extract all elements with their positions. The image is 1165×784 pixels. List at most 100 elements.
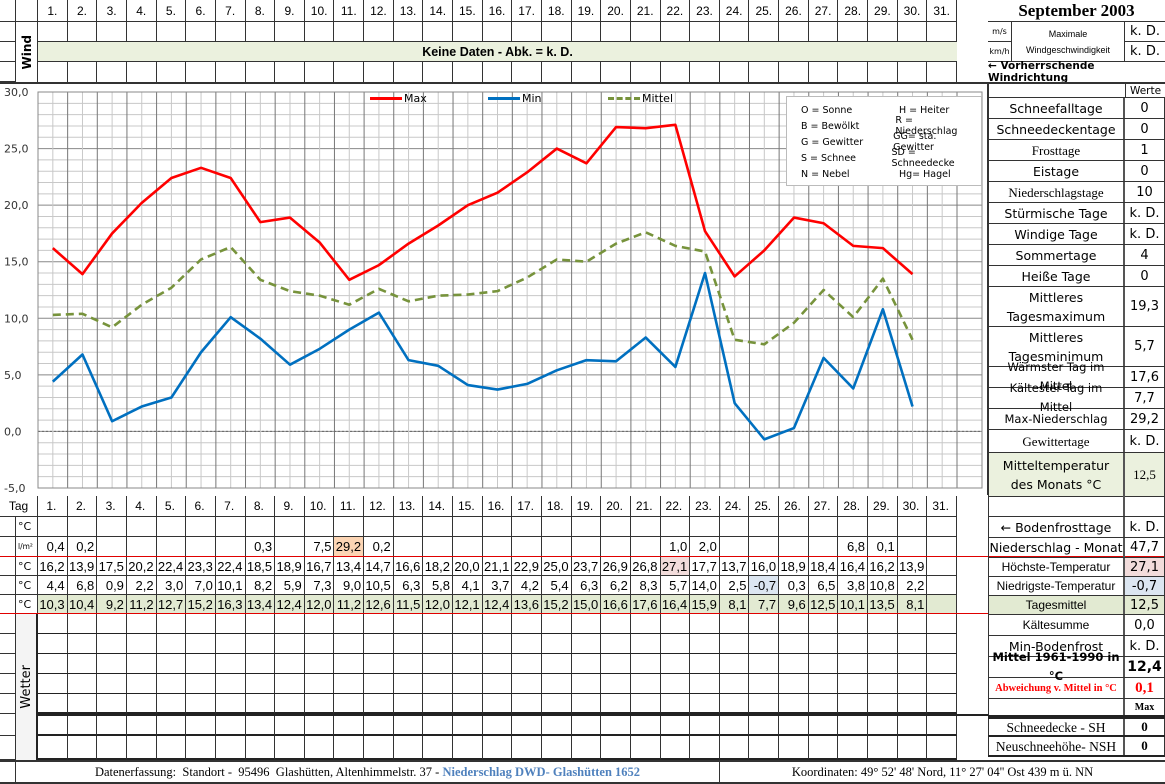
weather-cell[interactable]: [601, 614, 631, 634]
weather-cell[interactable]: [690, 654, 720, 674]
weather-cell[interactable]: [661, 654, 691, 674]
weather-cell[interactable]: [216, 694, 246, 714]
weather-cell[interactable]: [661, 614, 691, 634]
weather-cell[interactable]: [868, 674, 898, 694]
weather-cell[interactable]: [927, 714, 957, 736]
data-cell[interactable]: 6,2: [601, 576, 631, 595]
weather-cell[interactable]: [246, 736, 276, 760]
weather-cell[interactable]: [38, 634, 68, 654]
weather-cell[interactable]: [838, 654, 868, 674]
data-cell[interactable]: [483, 517, 513, 537]
weather-cell[interactable]: [809, 654, 839, 674]
data-cell[interactable]: 8,1: [898, 595, 928, 614]
wind-cell[interactable]: [749, 22, 779, 42]
weather-cell[interactable]: [601, 654, 631, 674]
weather-cell[interactable]: [423, 714, 453, 736]
data-cell[interactable]: 0,3: [779, 576, 809, 595]
wind-cell[interactable]: [483, 62, 513, 82]
data-cell[interactable]: [868, 517, 898, 537]
data-cell[interactable]: [927, 595, 957, 614]
weather-cell[interactable]: [394, 736, 424, 760]
data-cell[interactable]: 18,5: [246, 557, 276, 576]
weather-cell[interactable]: [779, 694, 809, 714]
weather-cell[interactable]: [809, 614, 839, 634]
weather-cell[interactable]: [779, 674, 809, 694]
wind-cell[interactable]: [661, 62, 691, 82]
data-cell[interactable]: 7,5: [305, 537, 335, 557]
wind-cell[interactable]: [720, 22, 750, 42]
data-cell[interactable]: 22,9: [512, 557, 542, 576]
weather-cell[interactable]: [720, 654, 750, 674]
weather-cell[interactable]: [275, 614, 305, 634]
weather-cell[interactable]: [720, 674, 750, 694]
weather-cell[interactable]: [453, 654, 483, 674]
weather-cell[interactable]: [423, 674, 453, 694]
weather-cell[interactable]: [809, 674, 839, 694]
weather-cell[interactable]: [749, 634, 779, 654]
weather-cell[interactable]: [868, 654, 898, 674]
data-cell[interactable]: [157, 537, 187, 557]
weather-cell[interactable]: [572, 694, 602, 714]
weather-cell[interactable]: [127, 654, 157, 674]
weather-cell[interactable]: [898, 654, 928, 674]
data-cell[interactable]: 10,4: [68, 595, 98, 614]
data-cell[interactable]: 5,9: [275, 576, 305, 595]
data-cell[interactable]: [97, 537, 127, 557]
weather-cell[interactable]: [868, 736, 898, 760]
weather-cell[interactable]: [186, 694, 216, 714]
weather-cell[interactable]: [38, 714, 68, 736]
weather-cell[interactable]: [779, 736, 809, 760]
weather-cell[interactable]: [423, 736, 453, 760]
data-cell[interactable]: -0,7: [749, 576, 779, 595]
weather-cell[interactable]: [838, 694, 868, 714]
wind-cell[interactable]: [275, 62, 305, 82]
weather-cell[interactable]: [127, 694, 157, 714]
weather-cell[interactable]: [512, 674, 542, 694]
wind-cell[interactable]: [601, 62, 631, 82]
wind-cell[interactable]: [661, 22, 691, 42]
weather-cell[interactable]: [334, 694, 364, 714]
weather-cell[interactable]: [394, 634, 424, 654]
weather-cell[interactable]: [394, 674, 424, 694]
data-cell[interactable]: 12,5: [809, 595, 839, 614]
weather-cell[interactable]: [275, 674, 305, 694]
data-cell[interactable]: 16,4: [661, 595, 691, 614]
data-cell[interactable]: 23,7: [572, 557, 602, 576]
data-cell[interactable]: 14,7: [364, 557, 394, 576]
data-cell[interactable]: 10,8: [868, 576, 898, 595]
data-cell[interactable]: 9,0: [334, 576, 364, 595]
weather-cell[interactable]: [779, 634, 809, 654]
data-cell[interactable]: [334, 517, 364, 537]
data-cell[interactable]: [423, 537, 453, 557]
weather-cell[interactable]: [423, 694, 453, 714]
wind-cell[interactable]: [838, 22, 868, 42]
wind-cell[interactable]: [690, 22, 720, 42]
data-cell[interactable]: 12,4: [483, 595, 513, 614]
weather-cell[interactable]: [898, 614, 928, 634]
weather-cell[interactable]: [275, 736, 305, 760]
weather-cell[interactable]: [749, 614, 779, 634]
data-cell[interactable]: [898, 517, 928, 537]
wind-cell[interactable]: [38, 22, 68, 42]
data-cell[interactable]: 18,2: [423, 557, 453, 576]
wind-cell[interactable]: [927, 22, 957, 42]
data-cell[interactable]: 5,7: [661, 576, 691, 595]
weather-cell[interactable]: [572, 736, 602, 760]
wind-cell[interactable]: [542, 22, 572, 42]
weather-cell[interactable]: [305, 654, 335, 674]
data-cell[interactable]: [927, 517, 957, 537]
weather-cell[interactable]: [394, 714, 424, 736]
weather-cell[interactable]: [97, 694, 127, 714]
weather-cell[interactable]: [838, 714, 868, 736]
weather-cell[interactable]: [601, 634, 631, 654]
data-cell[interactable]: 20,0: [453, 557, 483, 576]
weather-cell[interactable]: [631, 654, 661, 674]
weather-cell[interactable]: [661, 736, 691, 760]
weather-cell[interactable]: [572, 634, 602, 654]
data-cell[interactable]: 0,2: [68, 537, 98, 557]
weather-cell[interactable]: [483, 714, 513, 736]
weather-cell[interactable]: [809, 736, 839, 760]
data-cell[interactable]: 8,2: [246, 576, 276, 595]
weather-cell[interactable]: [246, 614, 276, 634]
wind-cell[interactable]: [512, 22, 542, 42]
